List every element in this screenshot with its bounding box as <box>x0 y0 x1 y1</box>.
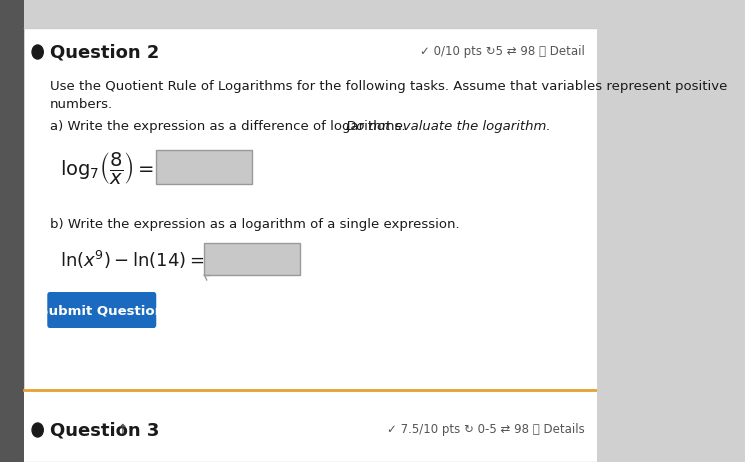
Text: ✓ 0/10 pts ↻5 ⇄ 98 ⓘ Detail: ✓ 0/10 pts ↻5 ⇄ 98 ⓘ Detail <box>420 45 585 59</box>
Circle shape <box>32 45 43 59</box>
Text: Question 2: Question 2 <box>50 43 159 61</box>
FancyBboxPatch shape <box>47 292 156 328</box>
Text: Do not evaluate the logarithm.: Do not evaluate the logarithm. <box>346 120 551 133</box>
FancyBboxPatch shape <box>156 150 253 184</box>
Text: b) Write the expression as a logarithm of a single expression.: b) Write the expression as a logarithm o… <box>50 218 460 231</box>
Text: ↑: ↑ <box>116 423 128 437</box>
Text: a) Write the expression as a difference of logarithms.: a) Write the expression as a difference … <box>50 120 410 133</box>
FancyBboxPatch shape <box>204 243 300 275</box>
Text: $\log_7\!\left(\dfrac{8}{x}\right) =$: $\log_7\!\left(\dfrac{8}{x}\right) =$ <box>60 150 154 186</box>
Text: Question 3: Question 3 <box>50 421 159 439</box>
FancyBboxPatch shape <box>0 0 24 462</box>
Text: Submit Question: Submit Question <box>39 304 164 317</box>
Text: Use the Quotient Rule of Logarithms for the following tasks. Assume that variabl: Use the Quotient Rule of Logarithms for … <box>50 80 727 111</box>
Text: ✓ 7.5/10 pts ↻ 0-5 ⇄ 98 ⓘ Details: ✓ 7.5/10 pts ↻ 0-5 ⇄ 98 ⓘ Details <box>387 424 585 437</box>
FancyBboxPatch shape <box>24 28 597 428</box>
Text: $\ln\!\left(x^9\right) - \ln(14) =$: $\ln\!\left(x^9\right) - \ln(14) =$ <box>60 249 205 271</box>
FancyBboxPatch shape <box>24 390 597 462</box>
Circle shape <box>32 423 43 437</box>
